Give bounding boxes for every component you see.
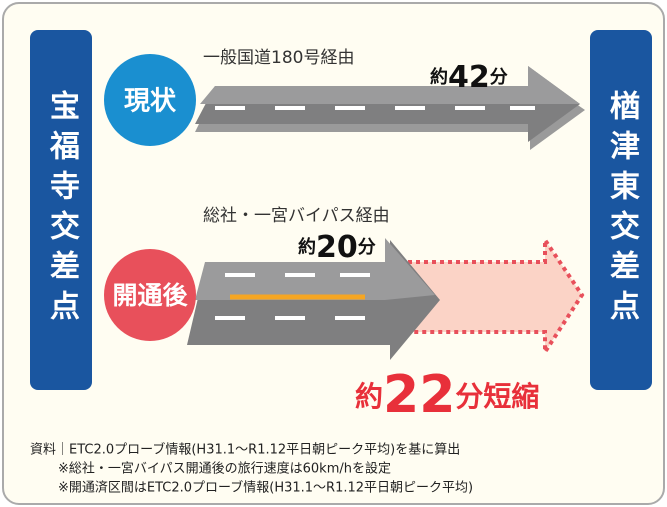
time: 約42分 [430, 60, 508, 95]
badge-text: 現状 [124, 87, 177, 117]
badge-after [104, 249, 196, 341]
note: 資料｜ETC2.0プローブ情報(H31.1～R1.12平日朝ピーク平均)を基に算… [30, 442, 460, 458]
note: ※総社・一宮バイパス開通後の旅行速度は60km/hを設定 [58, 461, 391, 477]
arrow-top [195, 238, 435, 300]
arrow-saved [387, 233, 585, 359]
note: ※開通済区間はETC2.0プローブ情報(H31.1～R1.12平日朝ピーク平均) [58, 480, 473, 496]
lane-dashes [215, 273, 370, 320]
saving: 約22分短縮 [355, 365, 539, 425]
saving-suffix: 分短縮 [455, 380, 539, 413]
saving-number: 22 [383, 365, 455, 425]
time: 約20分 [298, 230, 376, 265]
time-prefix: 約 [430, 66, 448, 88]
route: 総社・一宮バイパス経由 [203, 206, 390, 226]
left-point: 宝福寺交差点 [30, 30, 92, 390]
route: 一般国道180号経由 [203, 48, 354, 68]
right-point: 楢津東交差点 [590, 30, 652, 390]
arrow-top [200, 66, 580, 104]
saving-prefix: 約 [355, 380, 383, 413]
time-suffix: 分 [490, 67, 508, 88]
time-prefix: 約 [298, 236, 316, 258]
time-suffix: 分 [358, 237, 376, 258]
time-number: 42 [448, 60, 490, 95]
time-number: 20 [316, 230, 358, 265]
badge-current [104, 54, 196, 146]
badge-text: 開通後 [112, 281, 188, 310]
